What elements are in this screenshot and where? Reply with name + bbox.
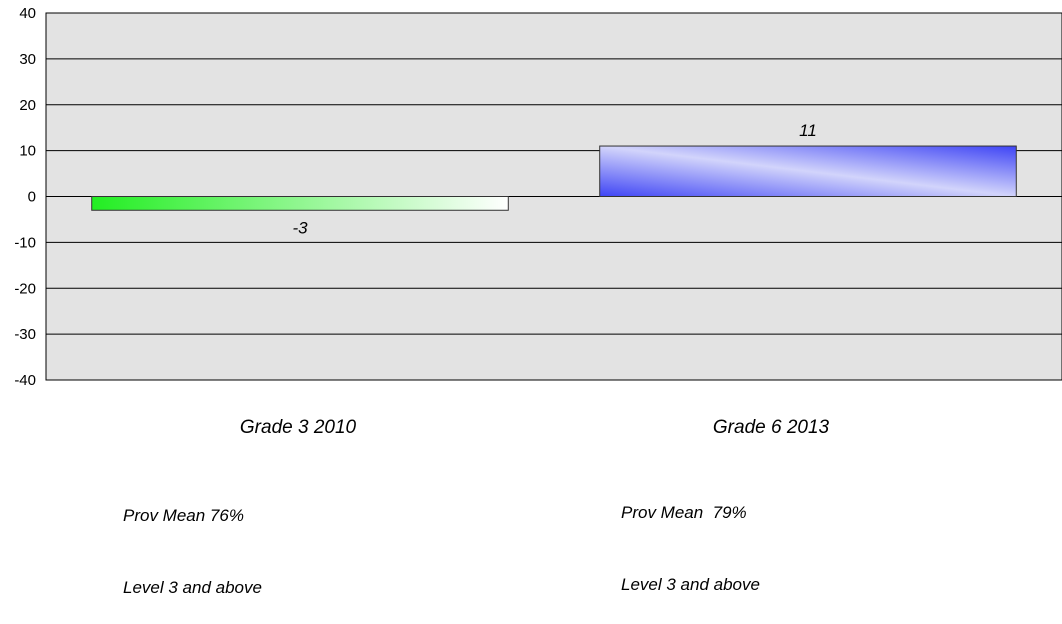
- y-tick-label: 30: [19, 51, 36, 68]
- note-prov-mean: Prov Mean 79%: [621, 501, 760, 525]
- note-level: Level 3 and above: [123, 576, 262, 600]
- y-axis-ticks: 40 30 20 10 0 -10 -20 -30 -40: [14, 5, 36, 389]
- y-tick-label: -20: [14, 280, 36, 297]
- y-tick-label: 20: [19, 97, 36, 114]
- category-note-grade-3-2010: Prov Mean 76% Level 3 and above: [123, 456, 262, 624]
- y-tick-label: 10: [19, 143, 36, 160]
- bar-grade-6-2013: [600, 146, 1017, 196]
- category-label-grade-6-2013: Grade 6 2013: [713, 417, 830, 438]
- data-label: -3: [292, 218, 308, 237]
- note-prov-mean: Prov Mean 76%: [123, 504, 262, 528]
- y-tick-label: 40: [19, 5, 36, 22]
- bar-grade-3-2010: [92, 197, 509, 211]
- category-note-grade-6-2013: Prov Mean 79% Level 3 and above: [621, 453, 760, 621]
- note-level: Level 3 and above: [621, 573, 760, 597]
- y-tick-label: -30: [14, 326, 36, 343]
- y-tick-label: -10: [14, 234, 36, 251]
- category-label-grade-3-2010: Grade 3 2010: [240, 417, 357, 438]
- y-tick-label: 0: [28, 189, 36, 206]
- data-label: 11: [799, 121, 817, 140]
- y-tick-label: -40: [14, 372, 36, 389]
